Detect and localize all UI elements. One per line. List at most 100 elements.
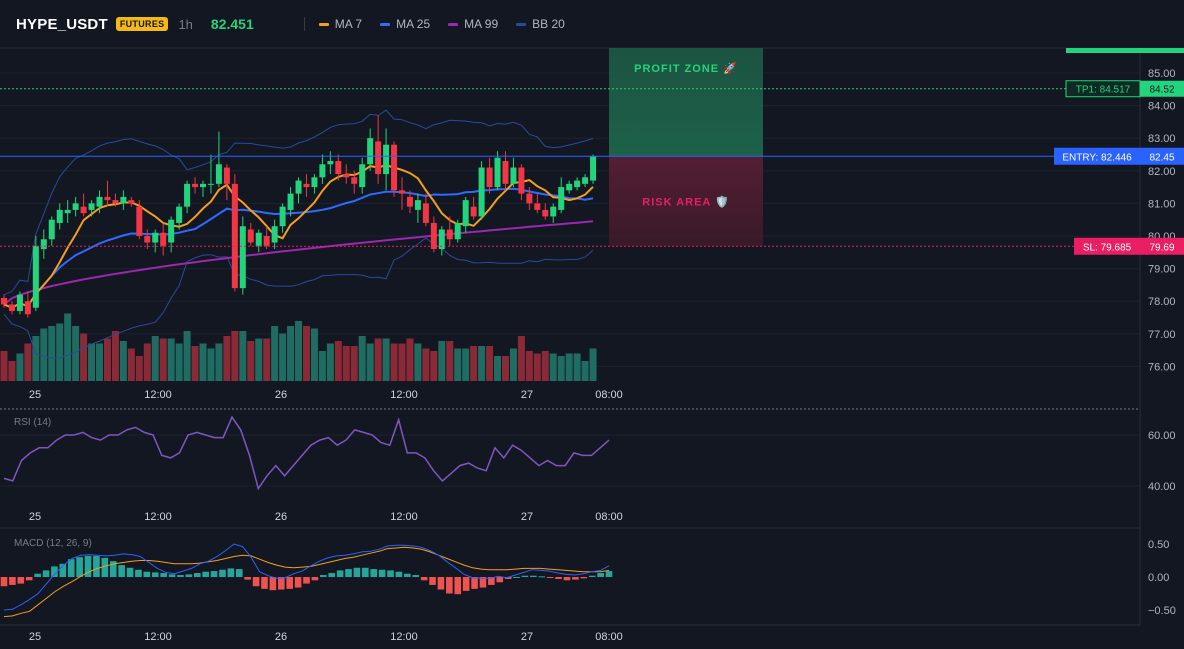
- macd-hist-bar: [126, 567, 134, 577]
- macd-hist-bar: [446, 577, 453, 594]
- macd-hist-bar: [93, 555, 100, 577]
- macd-hist-bar: [303, 577, 310, 584]
- macd-hist-bar: [42, 570, 50, 577]
- time-tick-label: 08:00: [595, 631, 623, 643]
- time-tick-label: 12:00: [144, 389, 172, 401]
- volume-bar: [573, 353, 581, 381]
- macd-hist-bar: [429, 577, 436, 585]
- volume-bar: [470, 346, 478, 381]
- volume-bar: [374, 338, 382, 381]
- volume-bar: [143, 343, 151, 381]
- volume-bar: [334, 341, 342, 381]
- bb-lower-line: [3, 237, 594, 359]
- time-tick-label: 08:00: [595, 389, 623, 401]
- volume-bar: [549, 353, 557, 381]
- volume-bar: [215, 343, 223, 381]
- macd-hist-bar: [210, 571, 218, 577]
- time-tick-label: 12:00: [390, 631, 418, 643]
- volume-bar: [358, 336, 366, 381]
- macd-hist-bar: [151, 572, 159, 577]
- candle-body: [247, 229, 254, 243]
- volume-bar: [223, 336, 231, 381]
- volume-bar: [589, 348, 597, 381]
- candle-body: [335, 161, 342, 175]
- volume-bar: [135, 356, 143, 381]
- timeframe-label[interactable]: 1h: [178, 16, 193, 32]
- candle-body: [1, 297, 7, 305]
- volume-bar: [48, 326, 56, 381]
- volume-bar: [56, 323, 64, 381]
- candle-body: [32, 245, 39, 308]
- volume-bar: [486, 346, 494, 381]
- candle-body: [534, 203, 541, 210]
- macd-hist-bar: [135, 569, 142, 577]
- candle-body: [271, 226, 278, 243]
- candle-body: [391, 144, 398, 191]
- time-tick-label: 12:00: [390, 389, 418, 401]
- time-tick-label: 08:00: [595, 511, 623, 523]
- time-axis-main[interactable]: 25 12:00 26 12:00 27 08:00: [29, 389, 623, 401]
- volume-bar: [255, 338, 263, 381]
- candle-body: [558, 187, 565, 210]
- entry-tag[interactable]: ENTRY: 82.446 82.45: [1054, 147, 1184, 165]
- legend-ma7[interactable]: MA 7: [318, 17, 362, 31]
- volume-bar: [207, 348, 215, 381]
- candle-body: [88, 203, 95, 210]
- macd-hist-bar: [471, 577, 478, 589]
- rsi-series-line: [3, 415, 610, 491]
- candle-body: [8, 304, 15, 311]
- rsi-axis[interactable]: 60.00 40.00: [1148, 430, 1176, 493]
- time-tick-label: 27: [521, 511, 533, 523]
- price-tick-label: 81.00: [1148, 198, 1176, 210]
- macd-hist-bar: [168, 574, 176, 577]
- macd-hist-bar: [0, 577, 8, 587]
- risk-area-label: RISK AREA 🛡️: [642, 195, 729, 208]
- volume-bar: [541, 351, 549, 381]
- legend-bb20[interactable]: BB 20: [516, 17, 565, 31]
- macd-hist-bar: [387, 570, 394, 577]
- macd-hist-bar: [412, 575, 420, 577]
- volume-bar: [509, 348, 517, 381]
- price-axis[interactable]: 85.0084.0083.0082.0081.0080.0079.0078.00…: [1148, 68, 1176, 373]
- candle-body: [367, 138, 374, 165]
- candle-body: [96, 196, 103, 207]
- macd-hist-bar: [378, 569, 386, 577]
- candle-body: [263, 236, 270, 246]
- candle-body: [144, 236, 151, 243]
- volume-bar: [111, 331, 119, 381]
- legend-ma99[interactable]: MA 99: [448, 17, 498, 31]
- profit-zone-label: PROFIT ZONE 🚀: [634, 62, 738, 75]
- moving-averages: [3, 164, 594, 309]
- candle-body: [526, 193, 533, 204]
- macd-hist-bar: [286, 577, 293, 589]
- tp-tag[interactable]: TP1: 84.517 84.52: [1065, 80, 1184, 98]
- legend-ma25[interactable]: MA 25: [380, 17, 430, 31]
- macd-hist-bar: [252, 577, 260, 587]
- symbol-name[interactable]: HYPE_USDT: [16, 15, 108, 33]
- sl-tag[interactable]: SL: 79.685 79.69: [1074, 237, 1184, 255]
- candle-body: [287, 193, 294, 210]
- candles: [1, 115, 597, 318]
- candle-body: [16, 294, 23, 311]
- candle-body: [255, 232, 262, 246]
- volume-bar: [159, 338, 167, 381]
- candle-body: [462, 200, 469, 227]
- macd-hist-bar: [59, 563, 67, 577]
- volume-bar: [422, 348, 430, 381]
- macd-hist-bar: [311, 577, 319, 581]
- price-tick-label: 77.00: [1148, 329, 1176, 341]
- macd-hist-bar: [51, 566, 58, 577]
- volume-bar: [438, 341, 446, 381]
- macd-axis[interactable]: 0.50 0.00 −0.50: [1148, 539, 1176, 617]
- volume-bar: [239, 331, 247, 381]
- price-tick-label: 78.00: [1148, 296, 1176, 308]
- volume-bar: [525, 351, 533, 381]
- macd-hist-bar: [277, 577, 285, 590]
- time-axis-macd[interactable]: 25 12:00 26 12:00 27 08:00: [29, 631, 623, 643]
- volume-bar: [326, 343, 334, 381]
- volume-bar: [119, 341, 127, 381]
- candle-body: [311, 177, 318, 188]
- macd-hist-bar: [488, 577, 495, 585]
- legend-ma25-label: MA 25: [396, 17, 431, 31]
